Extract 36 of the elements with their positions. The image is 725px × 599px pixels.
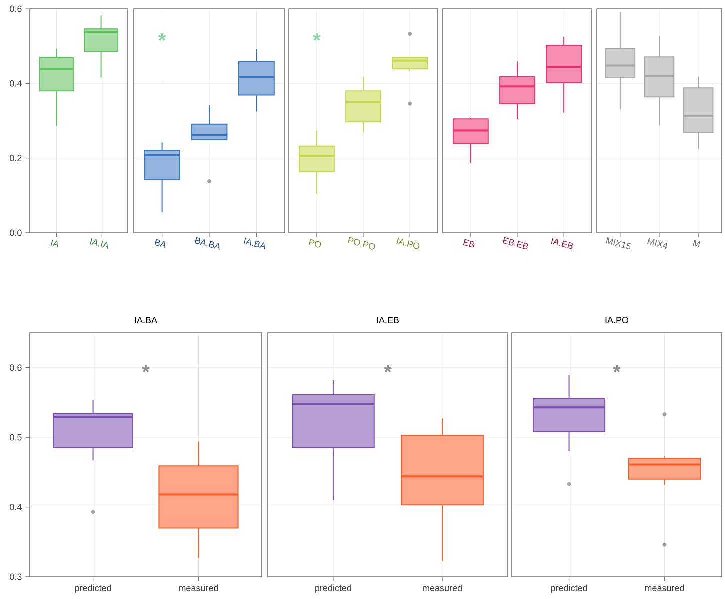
annotation: * xyxy=(384,365,392,373)
y-tick-label: 0.3 xyxy=(10,574,22,580)
y-tick-label: 0.4 xyxy=(10,80,22,87)
chart-title: IA.PO xyxy=(606,317,629,324)
y-tick-label: 0.6 xyxy=(10,364,22,372)
x-tick-label: IA xyxy=(50,240,58,248)
x-tick-label: predicted xyxy=(75,584,112,594)
x-tick-label: BA.BA xyxy=(194,237,220,250)
x-tick-label: IA.BA xyxy=(244,238,266,250)
x-tick-label: EB.EB xyxy=(502,237,528,250)
y-tick-label: 0.0 xyxy=(10,230,22,236)
annotation: * xyxy=(142,365,150,373)
x-tick-label: MIX4 xyxy=(648,238,668,250)
annotation: * xyxy=(313,33,321,41)
x-tick-label: PO xyxy=(308,239,322,248)
x-tick-label: measured xyxy=(645,584,684,592)
y-tick-label: 0.6 xyxy=(10,6,22,12)
annotation: * xyxy=(613,365,621,373)
x-tick-label: measured xyxy=(423,584,462,592)
x-tick-label: IA.EB xyxy=(551,238,574,250)
y-tick-label: 0.2 xyxy=(10,155,22,162)
x-tick-label: M xyxy=(693,240,701,248)
x-tick-label: PO.PO xyxy=(348,237,376,250)
chart-title: IA.EB xyxy=(377,317,400,324)
x-tick-label: MIX15 xyxy=(606,237,632,250)
x-tick-label: BA xyxy=(154,239,166,248)
chart-title: IA.BA xyxy=(135,317,158,324)
x-tick-label: predicted xyxy=(551,584,588,594)
x-tick-label: EB xyxy=(463,239,475,248)
x-tick-label: predicted xyxy=(316,584,352,594)
y-tick-label: 0.4 xyxy=(10,504,22,510)
annotation: * xyxy=(158,33,166,41)
x-tick-label: measured xyxy=(179,584,218,592)
x-tick-label: IA.PO xyxy=(396,238,420,250)
y-tick-label: 0.5 xyxy=(10,434,22,441)
x-tick-label: IA.IA xyxy=(90,238,108,250)
